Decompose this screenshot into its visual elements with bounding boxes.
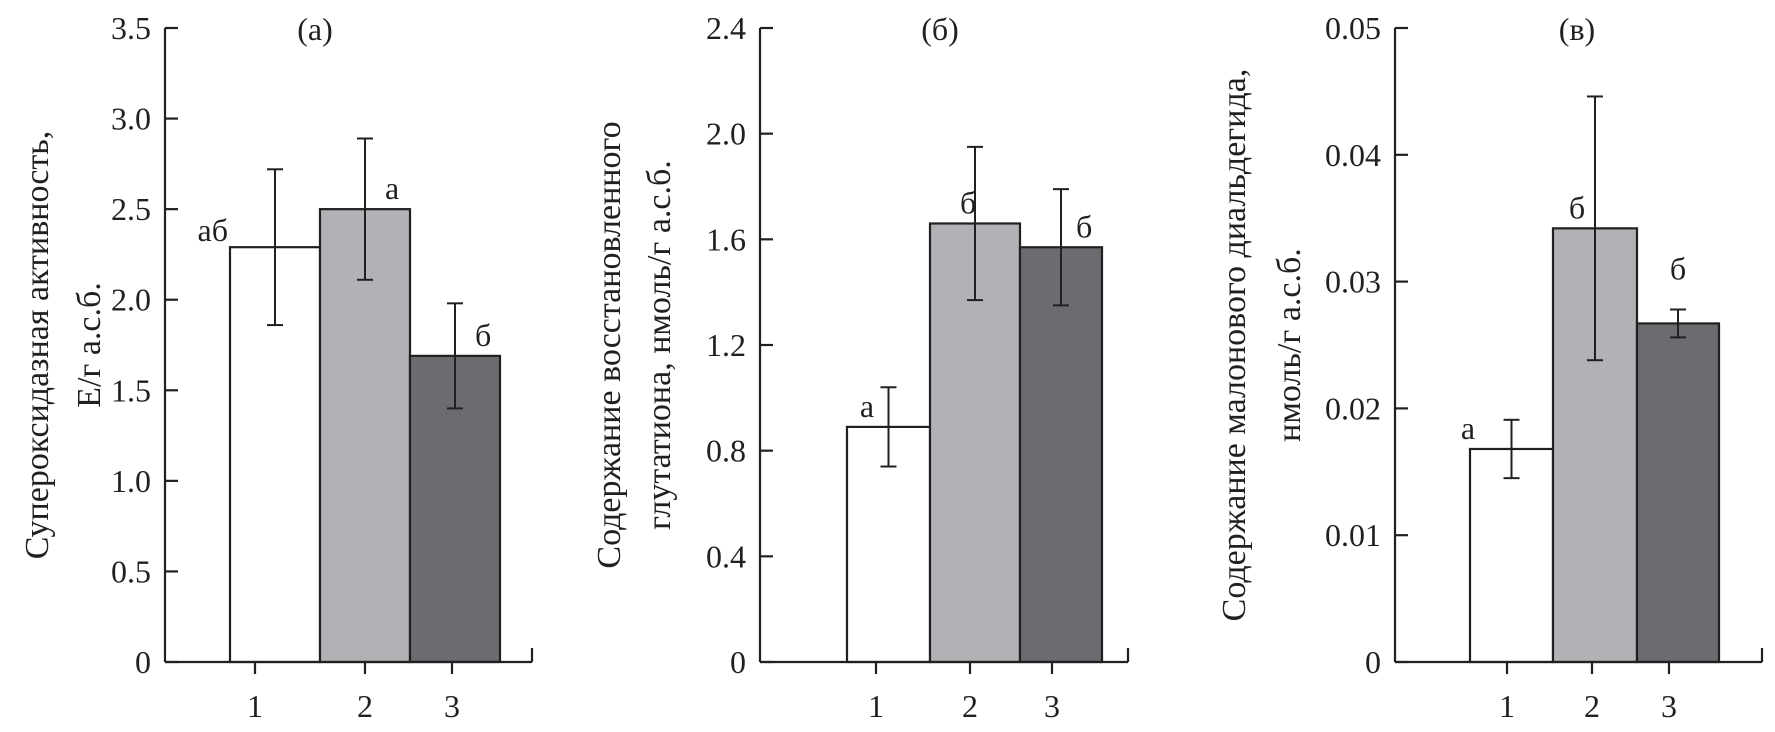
- y-tick-label: 2.0: [706, 116, 746, 152]
- y-axis-label: нмоль/г а.с.б.: [1271, 248, 1308, 442]
- significance-letter: а: [860, 388, 874, 424]
- x-tick-label: 3: [1661, 688, 1677, 724]
- significance-letter: б: [1076, 208, 1092, 244]
- y-tick-label: 0.05: [1325, 10, 1381, 46]
- y-tick-label: 1.5: [111, 372, 151, 408]
- x-tick-label: 1: [1499, 688, 1515, 724]
- significance-letter: а: [385, 170, 399, 206]
- y-axis-label: Е/г а.с.б.: [71, 282, 108, 408]
- y-tick-label: 1.6: [706, 221, 746, 257]
- y-tick-label: 0.01: [1325, 517, 1381, 553]
- panel-title: (а): [297, 11, 333, 47]
- y-tick-label: 0.8: [706, 433, 746, 469]
- y-tick-label: 0.03: [1325, 264, 1381, 300]
- x-tick-label: 2: [1584, 688, 1600, 724]
- y-axis-label: Супероксидазная активность,: [19, 131, 56, 560]
- x-tick-label: 3: [1044, 688, 1060, 724]
- significance-letter: аб: [198, 212, 228, 248]
- bar-3: [1635, 322, 1721, 664]
- y-axis-label: Содержание малонового диальдегида,: [1216, 69, 1253, 622]
- panel-title: (в): [1559, 11, 1595, 47]
- significance-letter: б: [1670, 250, 1686, 286]
- y-tick-label: 3.0: [111, 101, 151, 137]
- y-tick-label: 0.4: [706, 538, 746, 574]
- panel-title: (б): [921, 11, 959, 47]
- y-tick-label: 1.0: [111, 463, 151, 499]
- y-tick-label: 0.5: [111, 553, 151, 589]
- y-tick-label: 3.5: [111, 10, 151, 46]
- y-axis-label: Содержание восстановленного: [591, 121, 628, 568]
- x-tick-label: 2: [962, 688, 978, 724]
- y-tick-label: 0: [730, 644, 746, 680]
- significance-letter: б: [1569, 189, 1585, 225]
- y-tick-label: 1.2: [706, 327, 746, 363]
- significance-letter: б: [475, 317, 491, 353]
- x-tick-label: 1: [247, 688, 263, 724]
- y-axis-label: глутатиона, нмоль/г а.с.б.: [641, 160, 678, 530]
- x-tick-label: 2: [357, 688, 373, 724]
- y-tick-label: 2.5: [111, 191, 151, 227]
- x-tick-label: 3: [444, 688, 460, 724]
- y-tick-label: 0: [1365, 644, 1381, 680]
- y-tick-label: 2.4: [706, 10, 746, 46]
- y-tick-label: 0.04: [1325, 137, 1381, 173]
- bar-3: [1018, 246, 1104, 664]
- bar-1: [1468, 447, 1555, 664]
- significance-letter: а: [1461, 410, 1475, 446]
- chart-panel-3: а б б 0 0.01 0.02 0.03 0.04 0.05 1 2 3 (в) Содержание…: [1216, 10, 1764, 724]
- x-tick-label: 1: [868, 688, 884, 724]
- y-tick-label: 2.0: [111, 282, 151, 318]
- y-tick-label: 0: [135, 644, 151, 680]
- significance-letter: б: [960, 184, 976, 220]
- y-tick-label: 0.02: [1325, 390, 1381, 426]
- chart-panel-2: а б б 0 0.4 0.8 1.2 1.6 2.0 2.4 1 2 3 (б) Содержание в…: [591, 10, 1130, 724]
